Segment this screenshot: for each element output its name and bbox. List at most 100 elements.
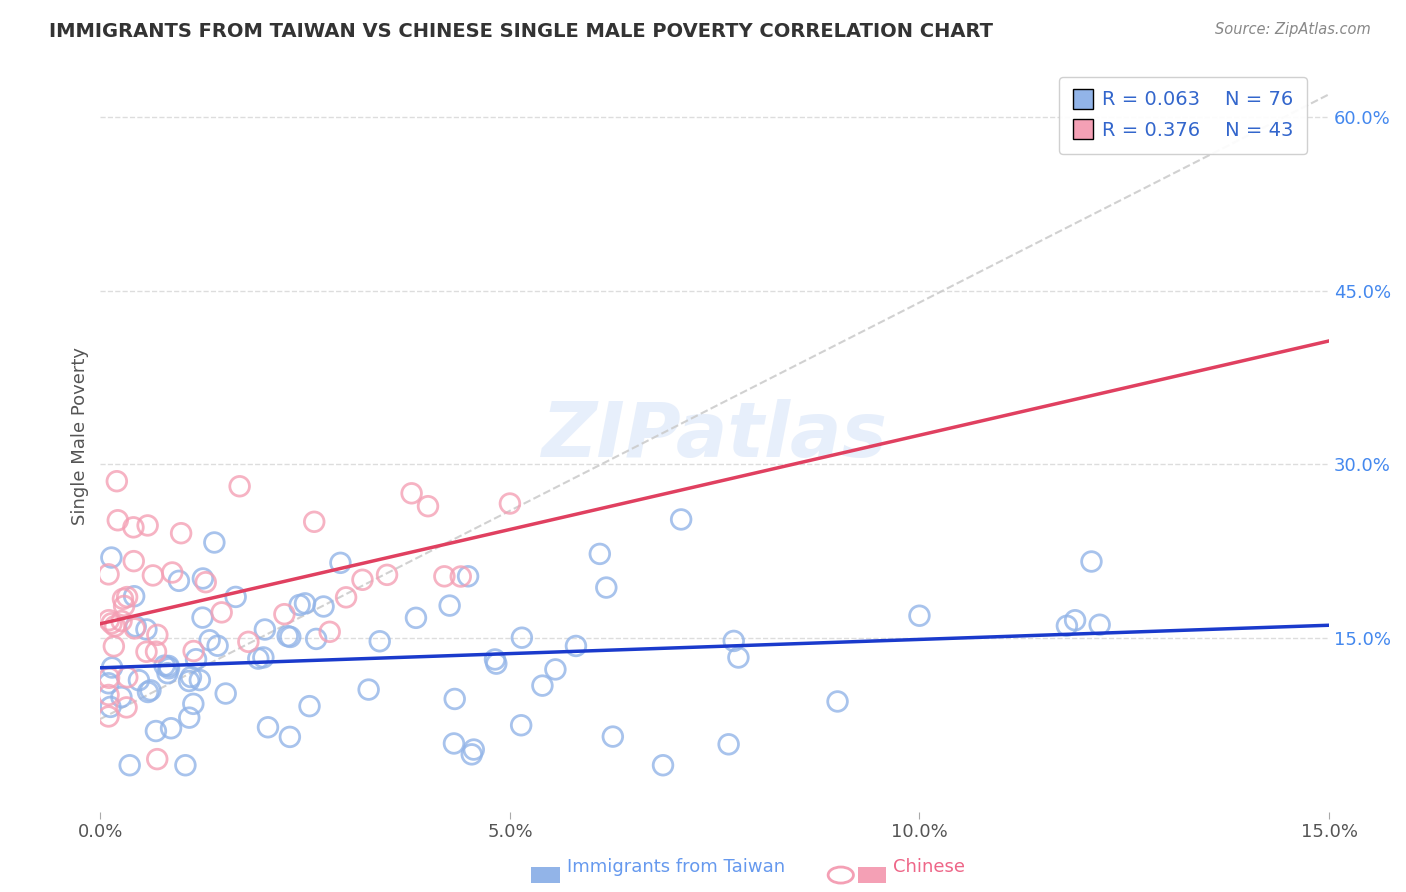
Point bbox=[602, 730, 624, 744]
Point bbox=[117, 670, 139, 684]
Point bbox=[375, 567, 398, 582]
Point bbox=[191, 610, 214, 624]
Point bbox=[111, 591, 134, 606]
Point bbox=[115, 590, 138, 604]
Point bbox=[318, 624, 340, 639]
Point bbox=[97, 567, 120, 582]
Point bbox=[1088, 617, 1111, 632]
Point bbox=[115, 700, 138, 714]
Point bbox=[298, 699, 321, 714]
Point bbox=[98, 671, 121, 685]
Point bbox=[136, 518, 159, 533]
Point bbox=[136, 685, 159, 699]
Point bbox=[433, 569, 456, 583]
Point bbox=[463, 742, 485, 756]
Point bbox=[122, 589, 145, 603]
Point bbox=[485, 657, 508, 671]
Point bbox=[202, 535, 225, 549]
Point bbox=[531, 679, 554, 693]
Point bbox=[139, 683, 162, 698]
Point bbox=[1056, 619, 1078, 633]
Point bbox=[101, 660, 124, 674]
Point bbox=[104, 619, 127, 633]
Point bbox=[153, 658, 176, 673]
Point bbox=[723, 634, 745, 648]
Point bbox=[1080, 555, 1102, 569]
Point bbox=[162, 566, 184, 580]
Point bbox=[110, 614, 132, 628]
Point bbox=[401, 486, 423, 500]
Point bbox=[669, 512, 692, 526]
Point bbox=[170, 526, 193, 541]
Point bbox=[312, 599, 335, 614]
Point bbox=[180, 670, 202, 684]
Point bbox=[405, 611, 427, 625]
Text: Chinese: Chinese bbox=[893, 858, 965, 876]
Point bbox=[461, 747, 484, 762]
Point bbox=[510, 718, 533, 732]
Point bbox=[103, 640, 125, 654]
Point bbox=[198, 633, 221, 648]
Point bbox=[225, 590, 247, 604]
Point bbox=[357, 682, 380, 697]
Point bbox=[160, 721, 183, 735]
Point bbox=[184, 652, 207, 666]
Point bbox=[157, 659, 180, 673]
Point bbox=[188, 673, 211, 687]
Point bbox=[305, 632, 328, 646]
Point bbox=[439, 599, 461, 613]
Point bbox=[717, 737, 740, 751]
Point bbox=[499, 496, 522, 510]
Point bbox=[652, 758, 675, 772]
Point bbox=[174, 758, 197, 772]
Point bbox=[194, 575, 217, 590]
Point bbox=[145, 645, 167, 659]
Point bbox=[191, 572, 214, 586]
Point bbox=[211, 606, 233, 620]
Point bbox=[443, 692, 465, 706]
Point bbox=[146, 628, 169, 642]
Point bbox=[207, 639, 229, 653]
Point bbox=[443, 736, 465, 750]
Point bbox=[124, 622, 146, 636]
Point bbox=[100, 550, 122, 565]
Point bbox=[827, 694, 849, 708]
Point bbox=[110, 690, 132, 704]
Point bbox=[100, 699, 122, 714]
Point bbox=[156, 666, 179, 681]
Point bbox=[183, 697, 205, 711]
Text: Source: ZipAtlas.com: Source: ZipAtlas.com bbox=[1215, 22, 1371, 37]
Point bbox=[112, 599, 135, 613]
Point bbox=[329, 556, 352, 570]
Point bbox=[135, 645, 157, 659]
Point bbox=[100, 616, 122, 631]
Point bbox=[273, 607, 295, 622]
Point bbox=[450, 569, 472, 583]
Legend: R = 0.063    N = 76, R = 0.376    N = 43: R = 0.063 N = 76, R = 0.376 N = 43 bbox=[1059, 77, 1308, 153]
Point bbox=[238, 635, 260, 649]
Point bbox=[177, 673, 200, 688]
Point bbox=[352, 573, 374, 587]
Point bbox=[179, 711, 201, 725]
Point bbox=[215, 686, 238, 700]
Point bbox=[97, 676, 120, 690]
Point bbox=[484, 652, 506, 666]
Point bbox=[247, 651, 270, 665]
Point bbox=[510, 631, 533, 645]
Point bbox=[105, 474, 128, 488]
Y-axis label: Single Male Poverty: Single Male Poverty bbox=[72, 347, 89, 524]
Point bbox=[1064, 613, 1087, 627]
Point bbox=[97, 709, 120, 723]
Point bbox=[457, 569, 479, 583]
Point bbox=[278, 630, 301, 644]
Point bbox=[416, 499, 439, 513]
Point bbox=[589, 547, 612, 561]
Point bbox=[368, 634, 391, 648]
Point bbox=[727, 650, 749, 665]
Point bbox=[118, 758, 141, 772]
Point bbox=[288, 598, 311, 612]
Point bbox=[122, 520, 145, 534]
Point bbox=[167, 574, 190, 588]
Point bbox=[142, 568, 165, 582]
Point bbox=[335, 591, 357, 605]
